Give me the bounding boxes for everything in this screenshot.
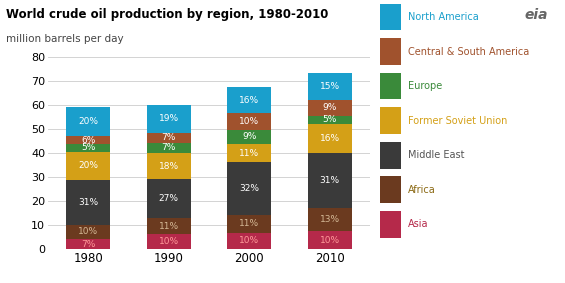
Bar [227,162,271,215]
Bar [147,143,191,153]
Text: 6%: 6% [81,136,95,145]
Bar [308,100,352,115]
Bar [147,133,191,143]
Text: 11%: 11% [239,219,259,228]
Text: 31%: 31% [78,198,98,207]
Bar [66,136,110,144]
Text: 11%: 11% [159,222,179,231]
Text: 32%: 32% [240,184,259,193]
Bar [308,231,352,249]
Text: Europe: Europe [408,81,442,91]
Text: 11%: 11% [239,149,259,158]
Bar [227,233,271,249]
Text: North America: North America [408,12,479,22]
Bar [227,113,271,130]
Text: Africa: Africa [408,185,436,195]
Bar [308,115,352,125]
Bar [66,180,110,225]
Bar [227,87,271,113]
Text: 10%: 10% [320,236,340,245]
Text: 7%: 7% [162,143,176,152]
Text: 20%: 20% [79,161,98,170]
Bar [308,153,352,208]
Bar [66,144,110,152]
Text: 18%: 18% [159,162,179,171]
Text: 10%: 10% [159,237,179,246]
Bar [147,105,191,133]
Text: Former Soviet Union: Former Soviet Union [408,115,507,126]
Bar [66,152,110,180]
Bar [308,125,352,153]
Bar [66,107,110,136]
Bar [308,73,352,100]
Bar [227,130,271,144]
Text: million barrels per day: million barrels per day [6,34,123,44]
Text: Middle East: Middle East [408,150,464,160]
Bar [66,225,110,239]
Bar [227,144,271,162]
Text: 7%: 7% [162,133,176,142]
Bar [66,239,110,249]
Bar [147,218,191,235]
Text: 13%: 13% [320,215,340,224]
Text: 5%: 5% [81,143,95,153]
Bar [147,179,191,218]
Text: 15%: 15% [320,82,340,91]
Text: 16%: 16% [320,134,340,143]
Bar [227,215,271,233]
Text: 20%: 20% [79,117,98,126]
Text: 9%: 9% [242,132,257,142]
Text: 10%: 10% [78,227,98,236]
Text: World crude oil production by region, 1980-2010: World crude oil production by region, 19… [6,8,328,22]
Text: 7%: 7% [81,239,95,248]
Text: 10%: 10% [239,236,259,245]
Text: 16%: 16% [239,96,259,105]
Bar [308,208,352,231]
Text: Central & South America: Central & South America [408,46,529,57]
Text: 9%: 9% [323,103,337,112]
Text: 27%: 27% [159,194,179,203]
Bar [147,153,191,179]
Text: Asia: Asia [408,219,428,229]
Text: eia: eia [524,8,548,22]
Text: 10%: 10% [239,117,259,126]
Text: 19%: 19% [159,114,179,123]
Bar [147,235,191,249]
Text: 31%: 31% [320,176,340,185]
Text: 5%: 5% [323,115,337,125]
